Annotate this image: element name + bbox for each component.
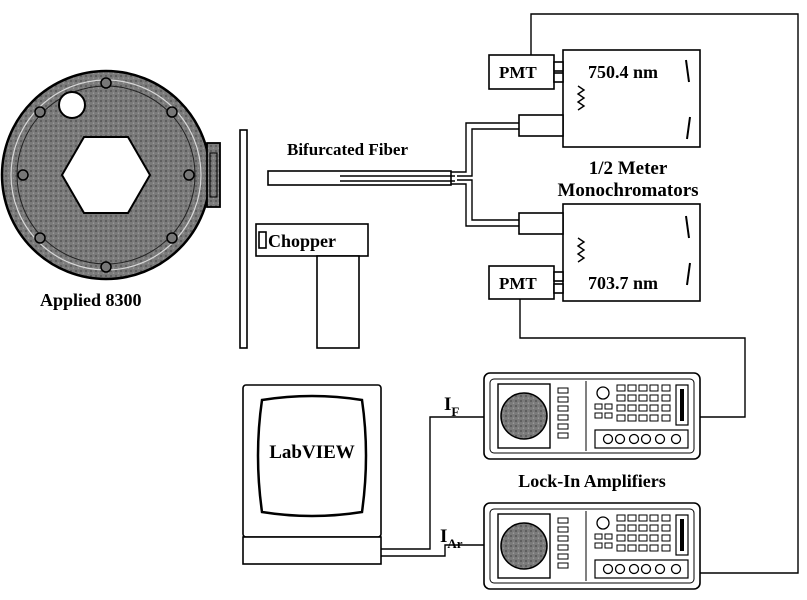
signal-if-main: I [444, 394, 451, 415]
pmt-top [488, 54, 555, 90]
meter-top [500, 392, 548, 440]
grating-bottom [576, 237, 586, 263]
signal-iar-main: I [440, 526, 447, 547]
signal-wires [381, 13, 799, 574]
pmt-bottom [488, 265, 555, 300]
keypad-bottom [616, 514, 671, 552]
entrance-slit-bottom [518, 212, 564, 235]
chopper-stand [316, 255, 360, 349]
entrance-slit-top [518, 114, 564, 137]
chamber-bolts [17, 77, 195, 273]
reactor-chamber [0, 69, 221, 281]
hexagon-electrode [60, 136, 152, 214]
computer [242, 384, 382, 565]
signal-if-label: IF [444, 394, 459, 419]
signal-iar-sub: Ar [447, 536, 462, 551]
lockin-amplifier-top [483, 372, 701, 460]
monochromator-label-line1: 1/2 Meter [589, 158, 668, 179]
mirror-bottom-a [685, 215, 690, 239]
computer-label: LabVIEW [269, 442, 355, 463]
monochromator-top [518, 49, 701, 148]
bottom-wavelength: 703.7 nm [588, 273, 658, 293]
computer-base [242, 536, 382, 565]
pmt-bottom-label: PMT [499, 274, 537, 293]
meter-bottom [500, 522, 548, 570]
keypad-top [616, 384, 671, 422]
lockin-amplifier-bottom [483, 502, 701, 590]
chopper-box [255, 223, 369, 257]
pmt-top-label: PMT [499, 63, 537, 82]
mirror-bottom-b [686, 262, 691, 286]
lockin-label: Lock-In Amplifiers [518, 471, 666, 491]
grating-top [576, 85, 586, 111]
monochromator-bottom [518, 203, 701, 302]
reactor-label: Applied 8300 [40, 290, 142, 310]
monitor-screen [256, 394, 368, 518]
top-wavelength: 750.4 nm [588, 62, 658, 82]
monochromator-label-line2: Monochromators [557, 180, 698, 201]
signal-iar-label: IAr [440, 526, 463, 551]
viewport-hole [58, 91, 86, 119]
mirror-top-a [685, 59, 690, 83]
mounting-plate [239, 129, 248, 349]
chopper-label: Chopper [268, 231, 336, 251]
fiber-label: Bifurcated Fiber [287, 140, 408, 159]
bifurcated-fiber [267, 122, 519, 227]
signal-if-sub: F [451, 404, 459, 419]
mirror-top-b [686, 116, 691, 140]
